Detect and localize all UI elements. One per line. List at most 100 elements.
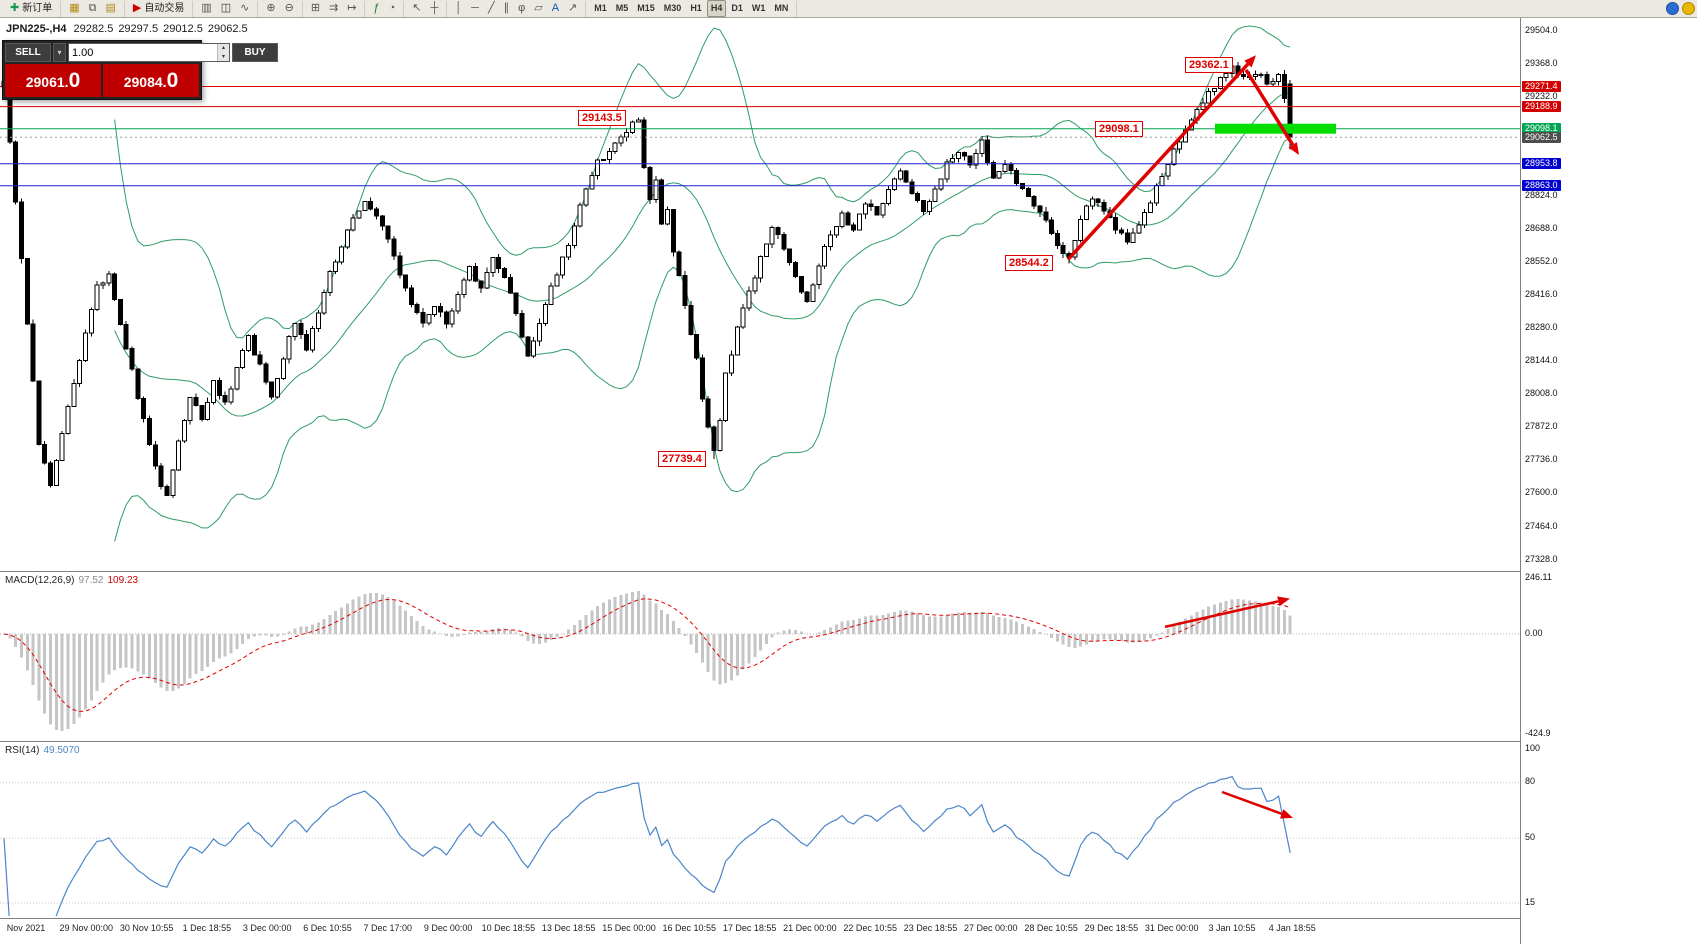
volume-up-button[interactable]: ▴ bbox=[218, 44, 229, 53]
sell-price[interactable]: 29061. 0 bbox=[5, 64, 101, 97]
new-order-button[interactable]: ✚ 新订单 bbox=[6, 0, 56, 17]
tf-d1-button-label: D1 bbox=[731, 3, 743, 13]
macd-main-value: 97.52 bbox=[78, 575, 104, 586]
candlestick-chart[interactable] bbox=[0, 18, 1520, 571]
price-tick-label: 28144.0 bbox=[1525, 355, 1558, 366]
price-tick-label: 29504.0 bbox=[1525, 24, 1558, 35]
zoom-out-button[interactable]: ⊖ bbox=[281, 0, 298, 17]
text-icon: A bbox=[551, 2, 560, 14]
indicators-button[interactable]: ƒ bbox=[369, 0, 383, 17]
autotrading-button[interactable]: ▶ 自动交易 bbox=[129, 0, 188, 17]
cursor-button[interactable]: ↖ bbox=[408, 0, 425, 17]
candles-icon: ◫ bbox=[220, 2, 232, 14]
tf-mn-button[interactable]: MN bbox=[770, 0, 792, 17]
volume-input[interactable] bbox=[69, 44, 217, 61]
notification-icon[interactable] bbox=[1682, 2, 1695, 15]
navigator-button[interactable]: ▤ bbox=[101, 0, 119, 17]
folder-icon: ▤ bbox=[105, 2, 116, 14]
text-button[interactable]: A bbox=[548, 0, 563, 17]
help-icon[interactable] bbox=[1666, 2, 1679, 15]
horizontal-line-button[interactable]: ─ bbox=[467, 0, 483, 17]
vertical-line-button[interactable]: │ bbox=[451, 0, 466, 17]
cycles-button[interactable]: ◔ bbox=[385, 0, 400, 17]
price-level-label: 29062.5 bbox=[1522, 131, 1561, 143]
order-type-dropdown[interactable]: ▾ bbox=[53, 43, 66, 62]
price-tick-label: 28008.0 bbox=[1525, 388, 1558, 399]
time-label: 22 Dec 10:55 bbox=[843, 923, 897, 933]
price-tick-label: 27328.0 bbox=[1525, 553, 1558, 564]
time-label: 29 Nov 00:00 bbox=[59, 923, 114, 933]
time-label: 16 Dec 10:55 bbox=[662, 923, 717, 933]
price-axis[interactable]: 29504.0 29368.0 29232.0 28824.0 28688.0 28552… bbox=[1520, 18, 1697, 944]
tile-windows-button[interactable]: ⊞ bbox=[307, 0, 324, 17]
toolbar-group-order: ✚ 新订单 bbox=[2, 0, 62, 17]
shapes-button[interactable]: ▱ bbox=[530, 0, 546, 17]
price-annotation[interactable]: 29098.1 bbox=[1095, 120, 1143, 137]
price-annotation[interactable]: 29362.1 bbox=[1185, 56, 1233, 73]
price-tick-label: 27872.0 bbox=[1525, 421, 1558, 432]
buy-price-big-digit: 0 bbox=[166, 69, 179, 92]
crosshair-button[interactable]: ┼ bbox=[426, 0, 442, 17]
price-tick-label: 27736.0 bbox=[1525, 454, 1558, 465]
buy-price[interactable]: 29084. 0 bbox=[103, 64, 199, 97]
macd-label: MACD(12,26,9) 97.52 109.23 bbox=[5, 575, 138, 586]
candlestick-chart-button[interactable]: ◫ bbox=[217, 0, 235, 17]
time-label: 3 Jan 10:55 bbox=[1208, 923, 1256, 933]
market-watch-button[interactable]: ▦ bbox=[65, 0, 83, 17]
time-label: 7 Dec 17:00 bbox=[363, 923, 413, 933]
price-tick-label: 29232.0 bbox=[1525, 90, 1558, 101]
chart-shift-button[interactable]: ↦ bbox=[343, 0, 360, 17]
price-annotation[interactable]: 27739.4 bbox=[658, 451, 706, 467]
tf-m30-button[interactable]: M30 bbox=[660, 0, 686, 17]
macd-signal-value: 109.23 bbox=[107, 575, 139, 586]
tf-d1-button[interactable]: D1 bbox=[727, 0, 747, 17]
price-tick-label: 28280.0 bbox=[1525, 322, 1558, 333]
tf-m1-button[interactable]: M1 bbox=[590, 0, 611, 17]
channel-button[interactable]: ∥ bbox=[500, 0, 514, 17]
tf-w1-button[interactable]: W1 bbox=[748, 0, 770, 17]
data-window-button[interactable]: ⧉ bbox=[85, 0, 101, 17]
symbol-period-label: JPN225-,H4 bbox=[6, 23, 67, 35]
tf-h4-button[interactable]: H4 bbox=[706, 0, 727, 17]
time-label: 21 Dec 00:00 bbox=[783, 923, 837, 933]
autotrade-icon: ▶ bbox=[132, 2, 142, 14]
fibo-icon: φ bbox=[518, 2, 526, 14]
price-tick-label: 27464.0 bbox=[1525, 520, 1558, 531]
auto-scroll-button[interactable]: ⇉ bbox=[325, 0, 342, 17]
chart-symbol-ohlc: JPN225-,H4 29282.5 29297.5 29012.5 29062.5 bbox=[6, 23, 253, 35]
rsi-tick-label: 50 bbox=[1525, 831, 1536, 842]
channel-icon: ∥ bbox=[503, 2, 510, 14]
macd-chart[interactable] bbox=[0, 572, 1520, 738]
zoom-in-button[interactable]: ⊕ bbox=[262, 0, 279, 17]
time-axis[interactable]: Nov 2021 29 Nov 00:00 30 Nov 10:55 1 Dec 18… bbox=[0, 918, 1520, 944]
time-label: 9 Dec 00:00 bbox=[423, 923, 473, 933]
time-label: 29 Dec 18:55 bbox=[1084, 923, 1139, 933]
price-annotation[interactable]: 29143.5 bbox=[578, 109, 626, 126]
tf-m5-button[interactable]: M5 bbox=[612, 0, 633, 17]
macd-name: MACD(12,26,9) bbox=[5, 575, 75, 586]
fibonacci-button[interactable]: φ bbox=[514, 0, 529, 17]
tf-m15-button[interactable]: M15 bbox=[633, 0, 659, 17]
time-label: 4 Jan 18:55 bbox=[1268, 923, 1316, 933]
rsi-chart[interactable] bbox=[0, 742, 1520, 931]
price-tick-label: 28688.0 bbox=[1525, 222, 1558, 233]
tf-h1-button[interactable]: H1 bbox=[686, 0, 706, 17]
time-label: 13 Dec 18:55 bbox=[541, 923, 596, 933]
time-label: 28 Dec 10:55 bbox=[1024, 923, 1078, 933]
line-chart-button[interactable]: ∿ bbox=[236, 0, 253, 17]
bars-icon: ▥ bbox=[201, 2, 212, 14]
time-label: 30 Nov 10:55 bbox=[119, 923, 174, 933]
trendline-button[interactable]: ╱ bbox=[484, 0, 499, 17]
toolbar: ✚ 新订单 ▦ ⧉ ▤ ▶ 自动交易 ▥ ◫ ∿ ⊕ ⊖ ⊞ ⇉ ↦ ƒ ◔ ↖ ┼ │ ─ ╱ ∥ φ ▱ A ↗ M1 M5 M15 M… bbox=[0, 0, 1697, 18]
price-level-label: 29188.9 bbox=[1522, 101, 1561, 113]
volume-down-button[interactable]: ▾ bbox=[218, 52, 229, 61]
sell-button[interactable]: SELL bbox=[5, 43, 51, 62]
arrow-tool-button[interactable]: ↗ bbox=[564, 0, 581, 17]
bar-chart-button[interactable]: ▥ bbox=[197, 0, 215, 17]
price-level-label: 29271.4 bbox=[1522, 81, 1561, 92]
rsi-label: RSI(14) 49.5070 bbox=[5, 745, 80, 756]
price-annotation[interactable]: 28544.2 bbox=[1005, 255, 1053, 272]
one-click-trading-panel: SELL ▾ ▴ ▾ BUY 29061.0 29084.0 bbox=[2, 40, 278, 100]
buy-button[interactable]: BUY bbox=[232, 43, 278, 62]
